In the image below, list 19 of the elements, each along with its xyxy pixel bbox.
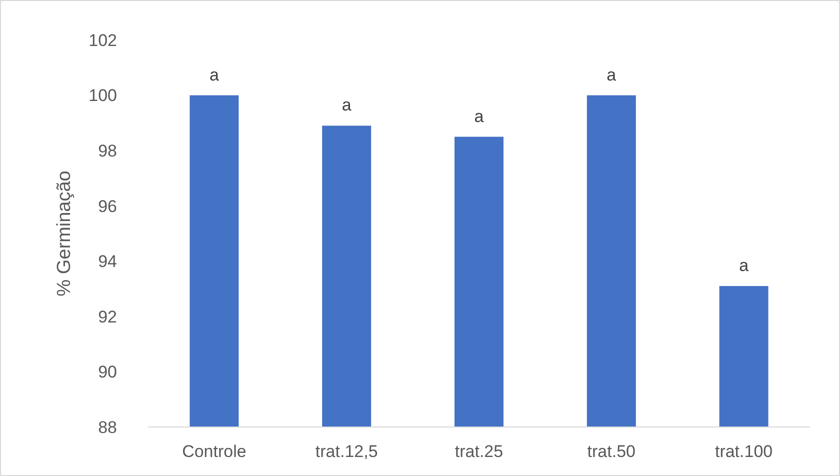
y-axis-title: % Germinação [54,170,75,296]
y-tick-label: 88 [98,418,117,437]
y-tick-label: 102 [88,30,117,50]
data-label: a [739,256,750,276]
y-tick-label: 98 [98,142,117,161]
data-label: a [342,96,352,115]
x-tick-label: Controle [182,442,246,461]
y-tick-label: 100 [88,86,117,106]
data-label: a [209,65,220,84]
y-tick-label: 90 [98,362,117,382]
x-tick-label: trat.12,5 [315,442,378,461]
x-tick-label: trat.25 [454,442,504,461]
data-label: a [474,106,484,126]
y-tick-label: 96 [98,196,117,216]
x-tick-label: trat.100 [714,442,773,461]
x-tick-label: trat.50 [587,442,636,461]
y-tick-label: 92 [98,307,117,326]
y-tick-label: 94 [98,252,117,272]
data-label: a [606,65,617,84]
